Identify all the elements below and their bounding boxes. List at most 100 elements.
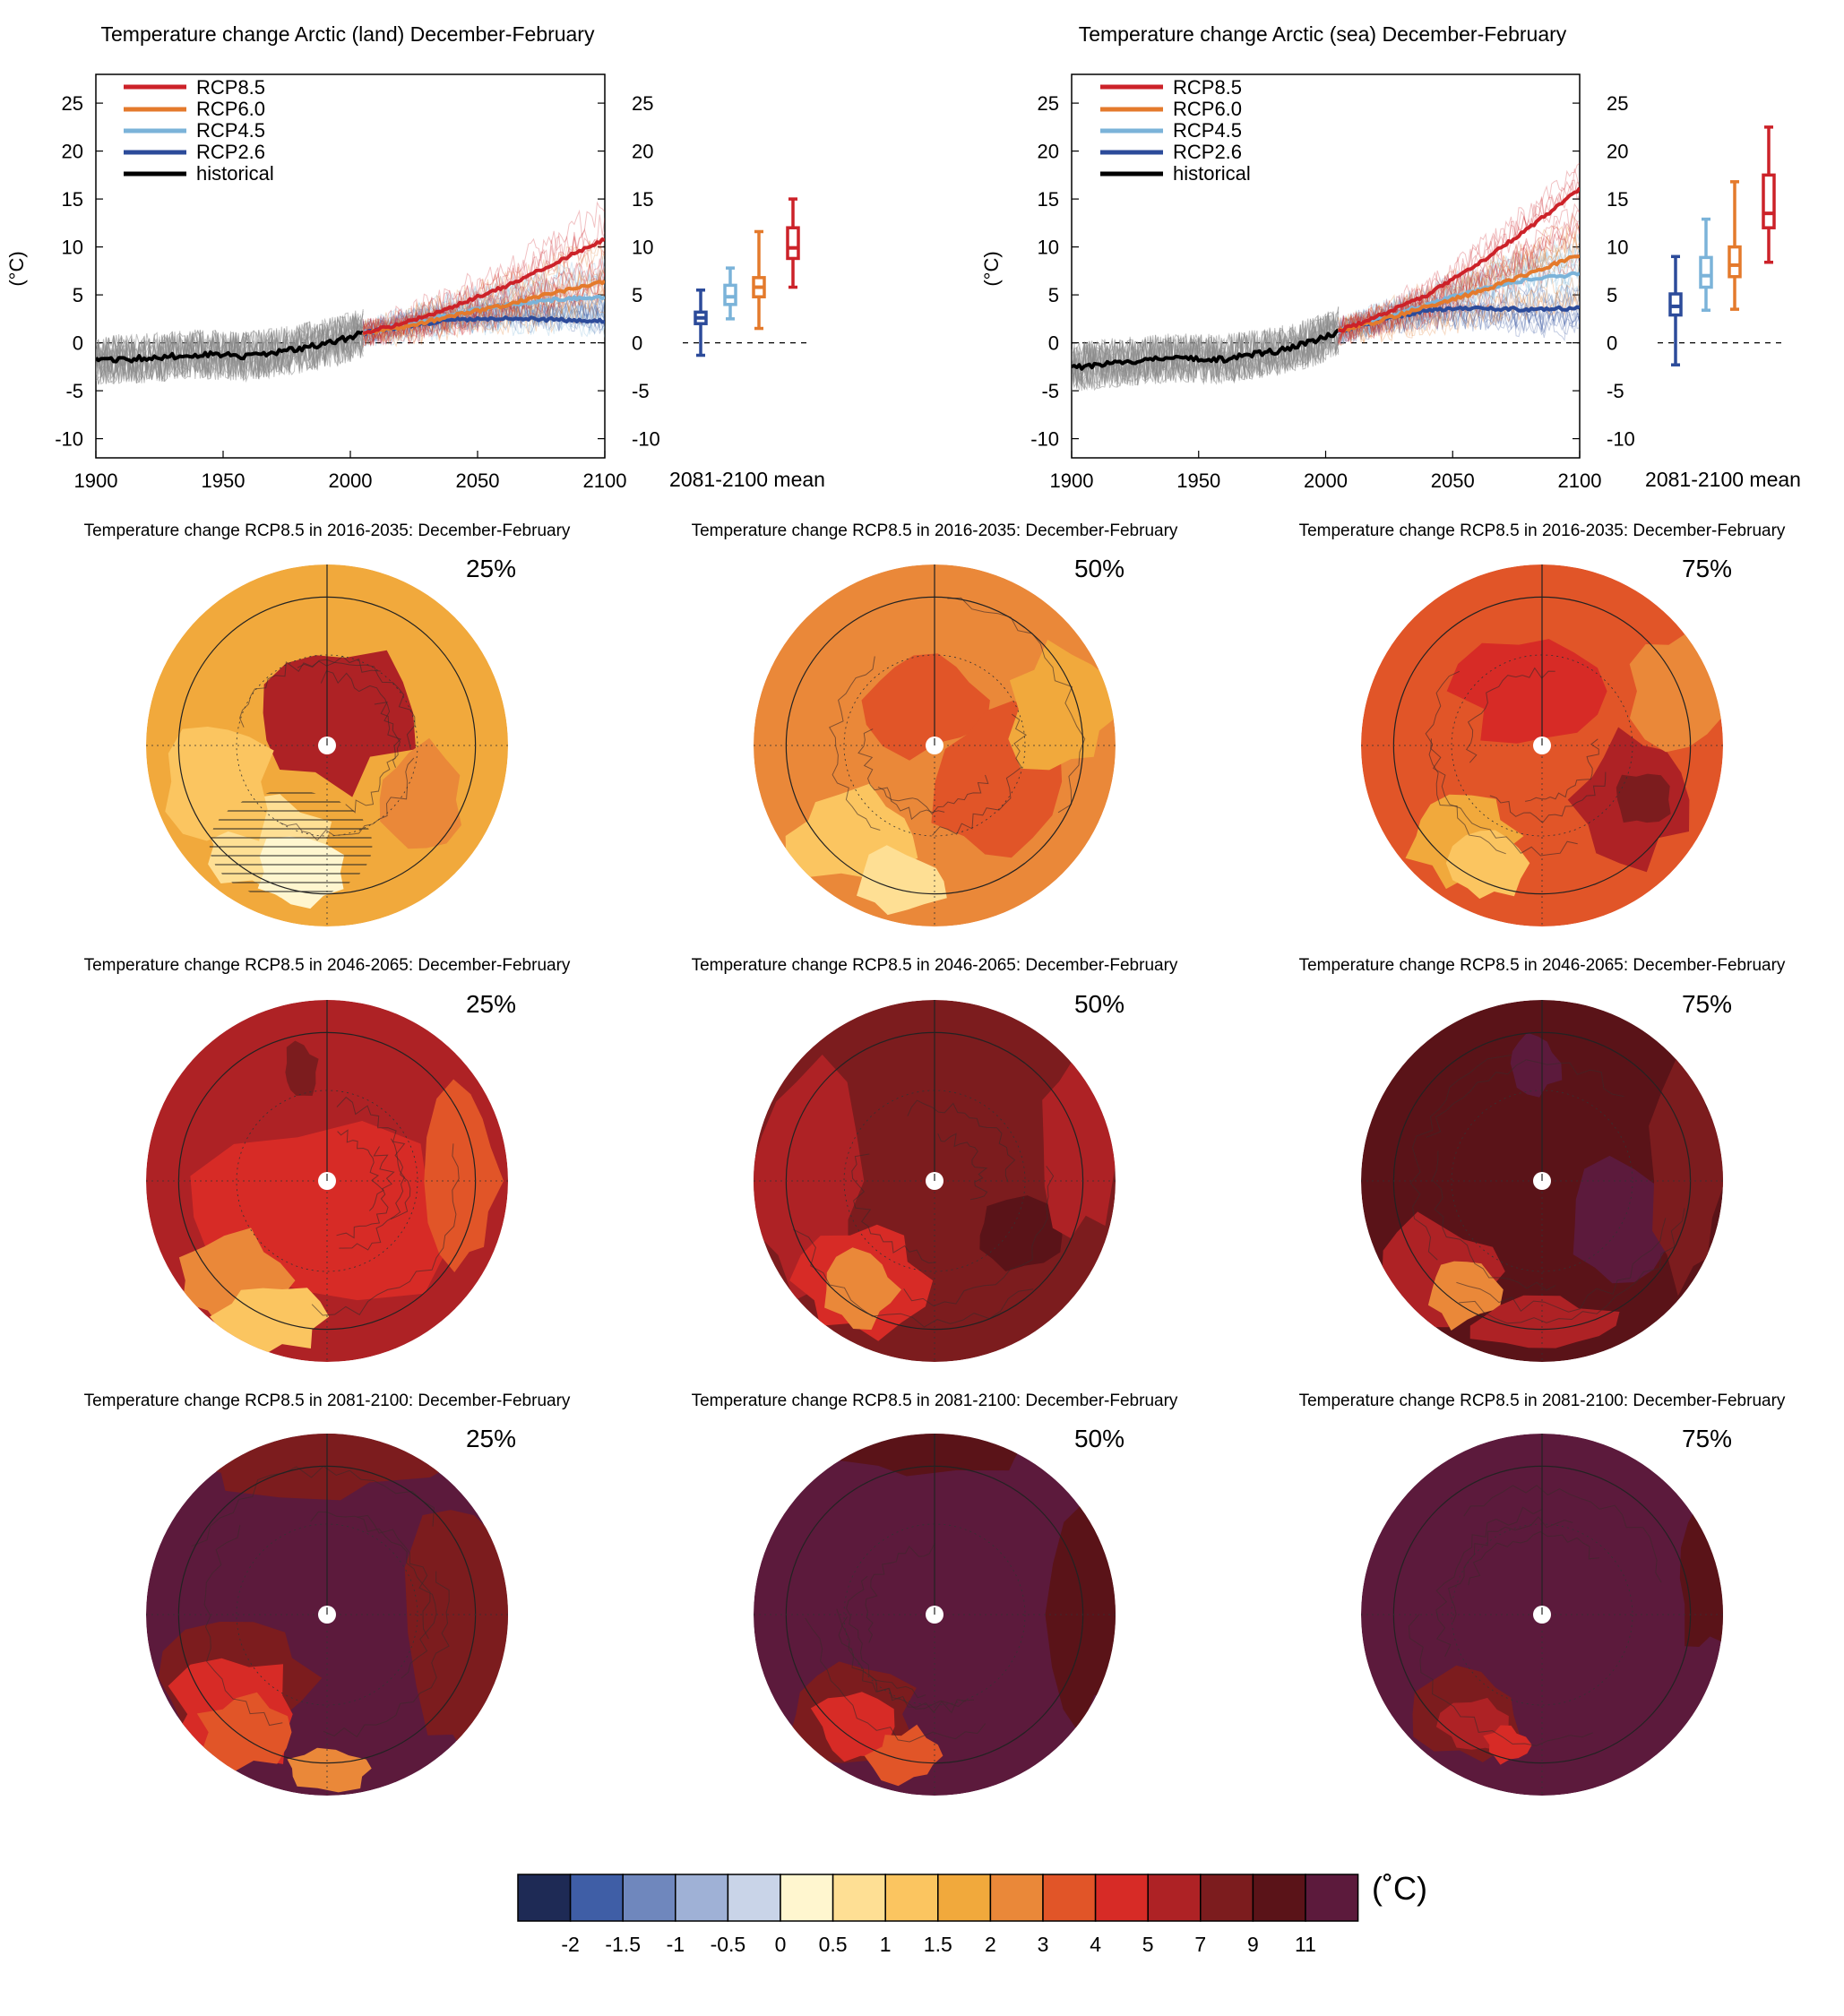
colorbar-swatch xyxy=(727,1874,781,1922)
map-percentile-label: 50% xyxy=(1074,555,1124,582)
scenario-member-line xyxy=(362,272,605,345)
map-title: Temperature change RCP8.5 in 2016-2035: … xyxy=(692,521,1178,540)
map-anomaly-region xyxy=(824,1247,901,1331)
polar-map-panel xyxy=(754,1434,1116,1796)
map-coastline xyxy=(345,702,401,814)
y-tick-label: 5 xyxy=(632,284,642,306)
legend-label-rcp26: RCP2.6 xyxy=(1173,141,1242,163)
y-tick-label: 20 xyxy=(62,141,83,163)
colorbar-swatch xyxy=(1147,1874,1202,1922)
map-coastline xyxy=(932,713,1027,836)
colorbar-swatch xyxy=(780,1874,834,1922)
colorbar-tick-label: 3 xyxy=(1038,1933,1049,1956)
y-tick-label: -5 xyxy=(1607,380,1624,402)
y-tick-label: -10 xyxy=(632,428,660,451)
series-mean-line-historical xyxy=(1072,328,1340,371)
colorbar-swatch xyxy=(1200,1874,1254,1922)
map-anomaly-region xyxy=(1446,639,1607,744)
box-iqr xyxy=(1699,255,1713,289)
y-tick-label: -5 xyxy=(65,380,83,402)
colorbar-unit-label: (˚C) xyxy=(1372,1870,1427,1907)
historical-member-line xyxy=(96,314,364,385)
map-coastline xyxy=(337,1129,384,1211)
y-tick-label: 15 xyxy=(1038,188,1059,211)
scenario-member-line xyxy=(1338,211,1580,346)
map-anomaly-region xyxy=(1679,1496,1723,1647)
map-coastline xyxy=(1465,667,1555,763)
colorbar-swatch xyxy=(1042,1874,1097,1922)
legend-label-rcp26: RCP2.6 xyxy=(196,141,265,163)
map-anomaly-region xyxy=(1445,830,1530,900)
legend-label-rcp45: RCP4.5 xyxy=(1173,119,1242,142)
box-iqr xyxy=(1728,245,1742,279)
map-coastline xyxy=(1463,1485,1662,1583)
scenario-member-line xyxy=(1338,302,1580,335)
map-coastline xyxy=(836,1608,967,1714)
series-mean-line-rcp85 xyxy=(1338,186,1580,333)
map-anomaly-region xyxy=(864,1724,944,1787)
scenario-member-line xyxy=(1338,180,1580,340)
scenario-member-line xyxy=(362,291,605,343)
colorbar-tick-label: -2 xyxy=(561,1933,579,1956)
colorbar-tick-label: 2 xyxy=(985,1933,996,1956)
map-anomaly-region xyxy=(1629,631,1723,753)
y-axis-unit-label-sea: (°C) xyxy=(980,251,1003,286)
x-tick-label: 2000 xyxy=(1304,470,1348,492)
polar-map-panel xyxy=(754,564,1116,926)
map-coastline xyxy=(1408,1614,1593,1746)
map-coastline xyxy=(1489,771,1607,824)
map-anomaly-region xyxy=(979,1195,1063,1271)
x-tick-label: 1950 xyxy=(202,470,246,492)
map-coastline xyxy=(877,774,989,815)
y-tick-label: 25 xyxy=(1038,92,1059,115)
map-anomaly-region xyxy=(379,737,461,849)
map-coastline xyxy=(336,1096,411,1220)
y-tick-label: 5 xyxy=(1607,284,1617,306)
x-tick-label: 2100 xyxy=(1558,470,1602,492)
map-percentile-label: 50% xyxy=(1074,1425,1124,1452)
y-tick-label: 10 xyxy=(632,237,653,259)
scenario-member-line xyxy=(362,240,605,348)
map-percentile-label: 75% xyxy=(1682,1425,1732,1452)
y-tick-label: 15 xyxy=(62,188,83,211)
scenario-member-line xyxy=(362,237,605,340)
legend-label-historical: historical xyxy=(1173,162,1251,185)
polar-map-panel xyxy=(1361,564,1723,926)
colorbar-tick-label: -1 xyxy=(667,1933,685,1956)
colorbar-swatch xyxy=(989,1874,1044,1922)
series-mean-line-rcp26 xyxy=(1337,305,1580,333)
legend-sea: RCP8.5 RCP6.0 RCP4.5 RCP2.6 historical xyxy=(1100,76,1251,185)
map-title: Temperature change RCP8.5 in 2046-2065: … xyxy=(1299,956,1786,975)
polar-map-panel xyxy=(1361,1434,1723,1796)
map-anomaly-region xyxy=(1510,1032,1563,1098)
polar-map-panel xyxy=(146,1000,508,1362)
map-title: Temperature change RCP8.5 in 2046-2065: … xyxy=(84,956,571,975)
y-tick-label: 25 xyxy=(1607,92,1628,115)
map-anomaly-region xyxy=(857,845,947,916)
legend-label-rcp60: RCP6.0 xyxy=(196,98,265,120)
y-tick-label: 25 xyxy=(632,92,653,115)
timeseries-panel-sea: Temperature change Arctic (sea) December… xyxy=(980,22,1801,492)
map-coastline xyxy=(907,1099,1016,1183)
map-percentile-label: 75% xyxy=(1682,990,1732,1018)
x-tick-label: 2050 xyxy=(1431,470,1475,492)
scenario-member-line xyxy=(1338,234,1580,345)
y-tick-label: 10 xyxy=(1607,237,1628,259)
map-anomaly-region xyxy=(1649,1055,1723,1297)
scenario-member-line xyxy=(1338,168,1580,346)
scenario-member-line xyxy=(362,265,605,336)
scenario-member-line xyxy=(1338,280,1580,345)
scenario-member-line xyxy=(1338,289,1580,343)
scenario-member-line xyxy=(362,303,605,347)
scenario-member-line xyxy=(1338,298,1580,338)
scenario-member-line xyxy=(363,260,605,344)
timeseries-panel-land: Temperature change Arctic (land) Decembe… xyxy=(5,22,825,492)
map-coastline xyxy=(191,1465,435,1547)
map-coastline xyxy=(339,1138,405,1251)
scenario-member-line xyxy=(362,307,605,348)
y-tick-label: 0 xyxy=(1048,332,1059,355)
timeseries-title-sea: Temperature change Arctic (sea) December… xyxy=(1079,22,1567,46)
map-title: Temperature change RCP8.5 in 2046-2065: … xyxy=(692,956,1178,975)
map-coastline xyxy=(1468,1530,1599,1586)
x-tick-label: 2000 xyxy=(329,470,373,492)
